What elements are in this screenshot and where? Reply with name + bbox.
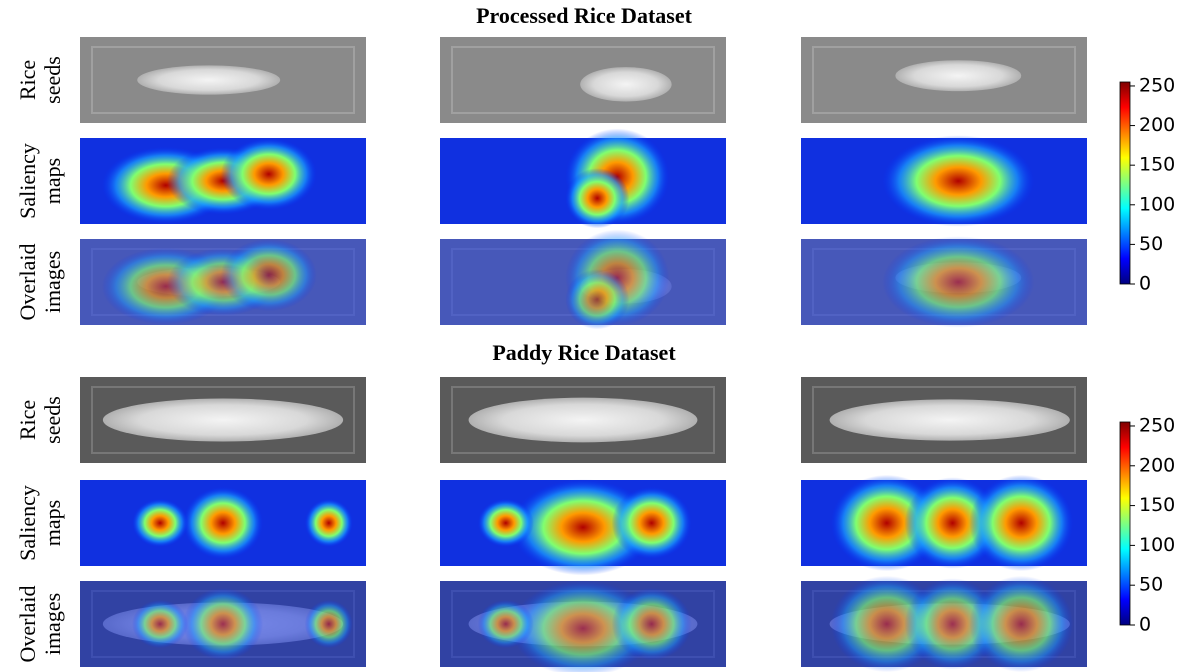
seed <box>830 399 1070 440</box>
row-label: seeds <box>40 56 65 104</box>
colorbar <box>1120 422 1130 625</box>
saliency-blob <box>478 499 534 547</box>
row-label: maps <box>40 158 65 204</box>
panel-image <box>801 377 1087 463</box>
colorbar <box>1120 82 1130 284</box>
saliency-blob <box>132 499 188 547</box>
saliency-blob <box>183 588 263 660</box>
row-label: Rice <box>15 400 40 440</box>
row-label: Overlaid <box>15 586 40 663</box>
seed <box>137 65 280 94</box>
colorbar-tick-label: 0 <box>1139 614 1151 636</box>
panel-image <box>80 377 366 463</box>
section-title: Paddy Rice Dataset <box>492 340 676 365</box>
panel-image <box>440 580 726 672</box>
saliency-blob <box>305 499 353 547</box>
saliency-blob <box>612 588 692 660</box>
seed <box>580 67 672 101</box>
saliency-blob <box>183 487 263 559</box>
colorbar-tick-label: 200 <box>1139 454 1175 476</box>
panel-image <box>440 37 726 123</box>
panel-image <box>801 576 1087 672</box>
colorbar-tick-label: 150 <box>1139 154 1175 176</box>
panel-image <box>440 230 726 330</box>
saliency-blob <box>565 168 629 228</box>
saliency-blob <box>565 269 629 329</box>
panel-image <box>801 135 1087 227</box>
row-label: Overlaid <box>15 244 40 321</box>
colorbar-tick-label: 100 <box>1139 193 1175 215</box>
colorbar-tick-label: 200 <box>1139 114 1175 136</box>
panel-image <box>440 129 726 229</box>
colorbar-tick-label: 0 <box>1139 273 1151 295</box>
seed <box>895 60 1021 91</box>
saliency-blob <box>882 236 1034 328</box>
section-title: Processed Rice Dataset <box>476 3 693 28</box>
row-label: Saliency <box>15 485 40 561</box>
colorbar-tick-label: 50 <box>1139 574 1163 596</box>
panel-image <box>440 377 726 463</box>
colorbar-tick-label: 250 <box>1139 74 1175 96</box>
panel-image <box>801 236 1087 328</box>
saliency-blob <box>478 600 534 648</box>
row-label: images <box>40 251 65 313</box>
panel-image <box>80 138 366 224</box>
panel-image <box>801 475 1087 571</box>
saliency-blob <box>612 487 692 559</box>
saliency-blob <box>969 475 1073 571</box>
row-label: maps <box>40 500 65 546</box>
row-label: images <box>40 593 65 655</box>
panel-image <box>801 37 1087 123</box>
saliency-blob <box>305 600 353 648</box>
panel-image <box>80 239 366 325</box>
saliency-blob <box>221 138 317 210</box>
saliency-blob <box>969 576 1073 672</box>
panel-image <box>80 37 366 123</box>
colorbar-tick-label: 250 <box>1139 414 1175 436</box>
row-label: Saliency <box>15 143 40 219</box>
colorbar-tick-label: 100 <box>1139 534 1175 556</box>
colorbar-tick-label: 50 <box>1139 233 1163 255</box>
seed <box>469 398 698 443</box>
panel-image <box>80 480 366 566</box>
saliency-blob <box>132 600 188 648</box>
saliency-blob <box>882 135 1034 227</box>
figure: Processed Rice DatasetRiceseedsSaliencym… <box>0 0 1201 672</box>
colorbar-tick-label: 150 <box>1139 494 1175 516</box>
seed <box>103 399 343 442</box>
row-label: seeds <box>40 396 65 444</box>
panel-image <box>80 581 366 667</box>
row-label: Rice <box>15 60 40 100</box>
panel-image <box>440 479 726 575</box>
saliency-blob <box>221 239 317 311</box>
